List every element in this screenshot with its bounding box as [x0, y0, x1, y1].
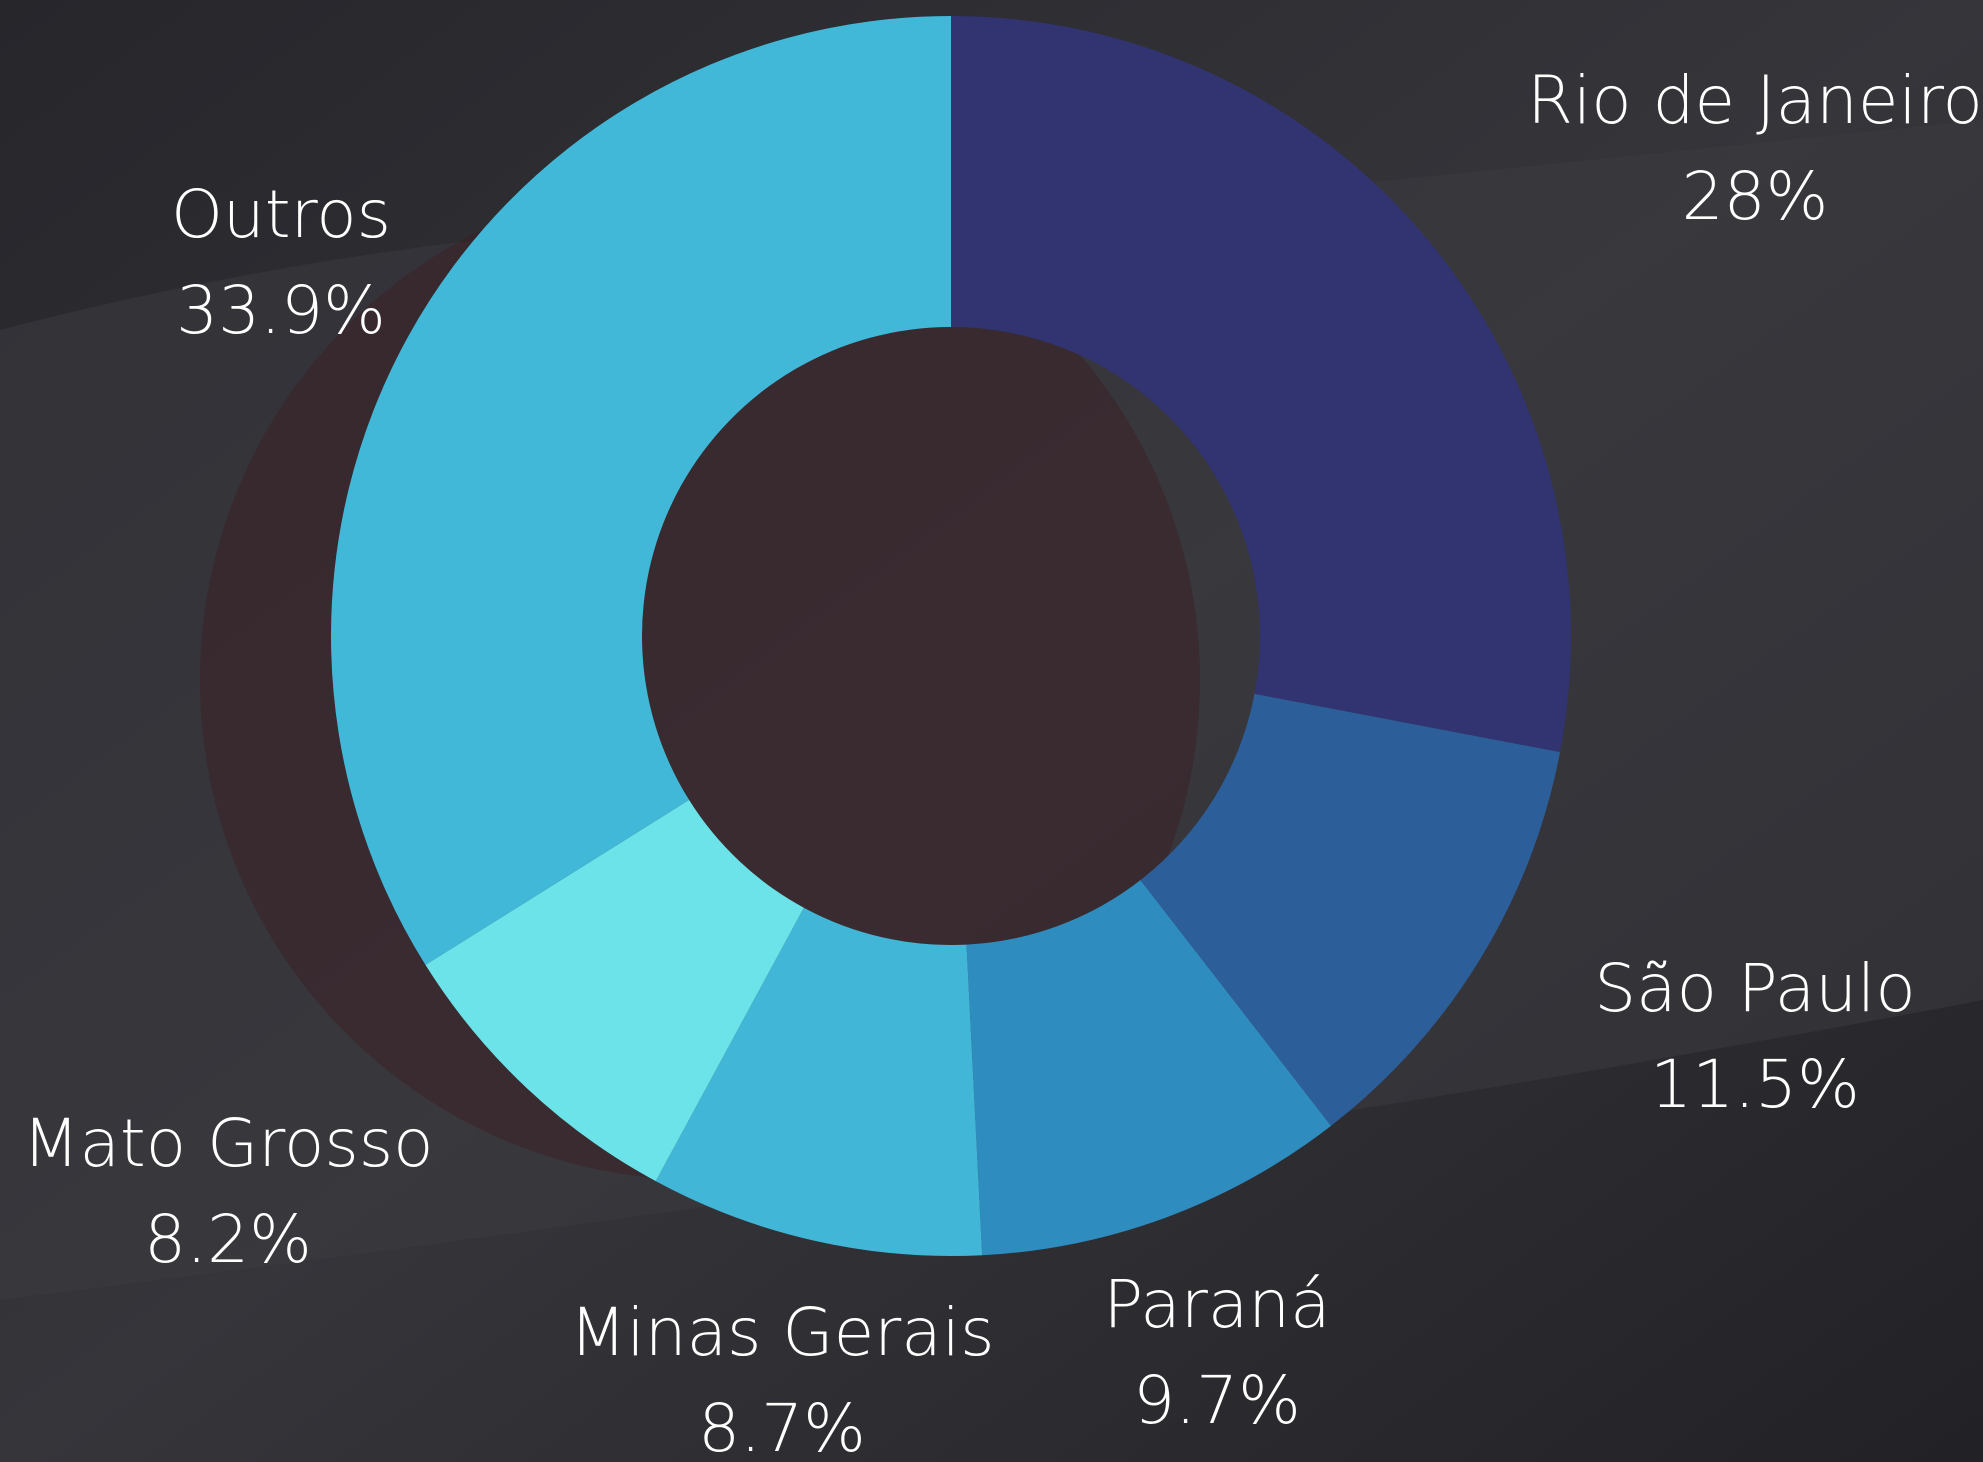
- slice: [331, 16, 951, 965]
- slice: [1140, 693, 1561, 1126]
- slice-label: Outros: [171, 176, 391, 253]
- slice: [655, 907, 983, 1256]
- slice-value-label: 33.9%: [176, 272, 386, 349]
- slice-label: Minas Gerais: [570, 1294, 995, 1371]
- slice-label: São Paulo: [1594, 950, 1916, 1027]
- slice-label: Paraná: [1103, 1266, 1330, 1343]
- slice-value-label: 11.5%: [1650, 1046, 1860, 1123]
- donut: [331, 16, 1571, 1256]
- slice-value-label: 8.2%: [144, 1201, 312, 1278]
- slice: [425, 799, 804, 1182]
- slice-value-label: 9.7%: [1133, 1362, 1301, 1439]
- slice-label: Mato Grosso: [23, 1105, 434, 1182]
- slice-value-label: 8.7%: [698, 1390, 866, 1462]
- labels: Rio de Janeiro 28% São Paulo 11.5% Paraná 9.7…: [23, 62, 1983, 1462]
- slice: [951, 16, 1571, 753]
- slice-value-label: 28%: [1682, 158, 1829, 235]
- slice: [966, 880, 1332, 1256]
- slice-label: Rio de Janeiro: [1527, 62, 1983, 139]
